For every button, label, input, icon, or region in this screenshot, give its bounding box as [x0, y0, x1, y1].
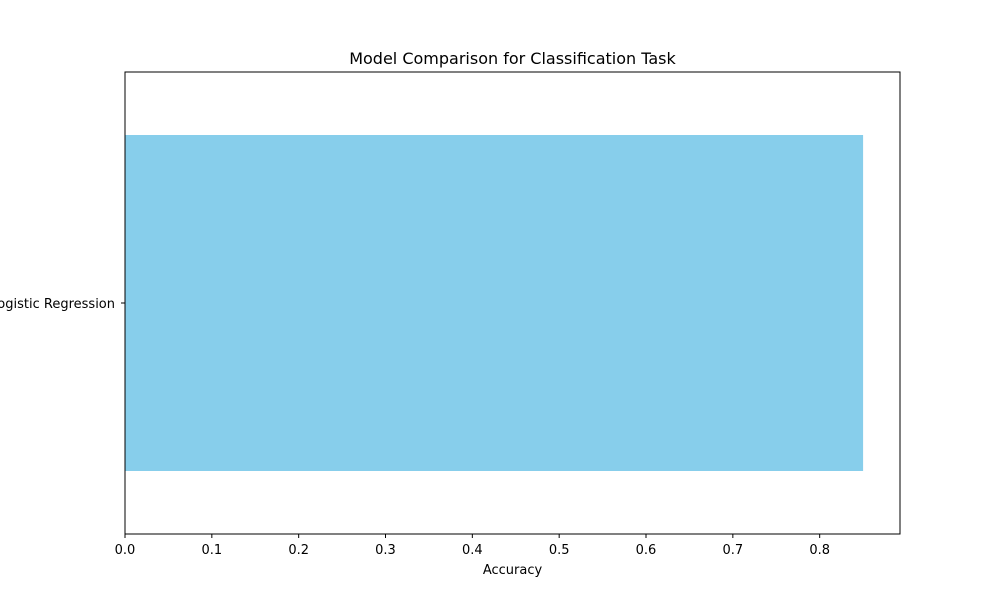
x-tick-label: 0.3: [375, 543, 396, 558]
x-axis-title: Accuracy: [483, 563, 543, 578]
x-tick-label: 0.6: [636, 543, 657, 558]
x-tick-label: 0.2: [288, 543, 309, 558]
x-tick-label: 0.5: [549, 543, 570, 558]
x-tick-label: 0.4: [462, 543, 483, 558]
y-axis: Logistic Regression: [0, 297, 125, 312]
bars-group: [125, 135, 864, 471]
y-tick-label: Logistic Regression: [0, 297, 115, 312]
chart-title: Model Comparison for Classification Task: [349, 49, 676, 68]
bar-logistic-regression: [125, 135, 864, 471]
x-tick-label: 0.8: [809, 543, 830, 558]
x-tick-label: 0.7: [722, 543, 743, 558]
x-axis: 0.0 0.1 0.2 0.3 0.4 0.5 0.6 0.7 0.8: [115, 534, 830, 558]
x-tick-label: 0.0: [115, 543, 136, 558]
x-tick-label: 0.1: [201, 543, 222, 558]
